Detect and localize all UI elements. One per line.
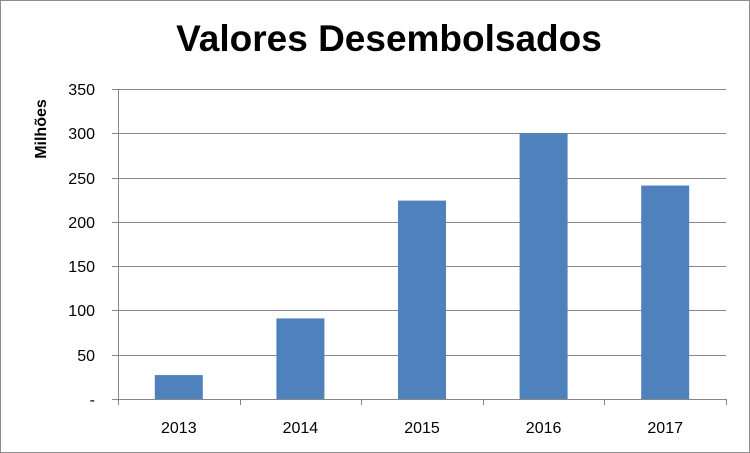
bars [154, 133, 690, 400]
y-tick-label: 250 [68, 171, 95, 188]
bar-2016 [519, 133, 568, 400]
bar-2013 [154, 375, 203, 399]
x-tick-label: 2015 [404, 420, 440, 437]
y-tick-labels: - 50 100 150 200 250 300 350 [68, 82, 95, 409]
y-tick-label: 300 [68, 126, 95, 143]
y-tick-label: 200 [68, 215, 95, 232]
bar-2017 [641, 185, 690, 399]
x-tick-labels: 2013 2014 2015 2016 2017 [161, 420, 683, 437]
y-tick-label: 50 [77, 348, 95, 365]
bar-2014 [276, 318, 325, 399]
bar-2015 [398, 200, 446, 399]
y-tick-label: 100 [68, 303, 95, 320]
x-tick-label: 2016 [526, 420, 562, 437]
x-tick-label: 2013 [161, 420, 197, 437]
chart-title: Valores Desembolsados [176, 18, 602, 59]
y-axis-label: Milhões [33, 99, 50, 159]
x-tick-label: 2017 [647, 420, 683, 437]
y-tick-label: 150 [68, 259, 95, 276]
x-tick-label: 2014 [283, 420, 319, 437]
y-tick-label: 350 [68, 82, 95, 99]
y-tick-label: - [90, 392, 95, 409]
axes [118, 89, 727, 405]
